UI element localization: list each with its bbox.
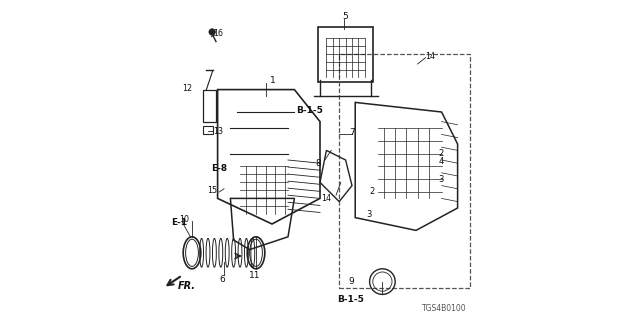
Text: 11: 11 <box>249 271 260 280</box>
Text: 14: 14 <box>321 194 332 203</box>
Bar <box>204 126 214 134</box>
Bar <box>204 90 216 122</box>
Text: 10: 10 <box>179 215 189 224</box>
Text: 9: 9 <box>349 277 355 286</box>
Text: 8: 8 <box>316 159 322 168</box>
Text: 12: 12 <box>182 84 192 92</box>
Text: 3: 3 <box>438 175 444 184</box>
Text: 5: 5 <box>342 12 348 20</box>
Text: 2: 2 <box>438 149 444 158</box>
Text: E-1: E-1 <box>172 218 188 227</box>
Text: 14: 14 <box>426 52 436 60</box>
Text: B-1-5: B-1-5 <box>296 106 323 115</box>
Text: B-1-5: B-1-5 <box>337 295 364 304</box>
Text: E-8: E-8 <box>211 164 227 172</box>
Text: 7: 7 <box>349 128 355 137</box>
Text: 1: 1 <box>270 76 276 84</box>
Bar <box>339 54 470 288</box>
Text: TGS4B0100: TGS4B0100 <box>422 304 467 313</box>
Circle shape <box>209 29 215 35</box>
Text: 4: 4 <box>438 157 444 166</box>
Text: 6: 6 <box>220 276 225 284</box>
Text: 13: 13 <box>212 127 223 136</box>
Text: 16: 16 <box>212 29 223 38</box>
Text: 3: 3 <box>366 210 372 219</box>
Text: 2: 2 <box>370 188 375 196</box>
Text: FR.: FR. <box>178 281 196 292</box>
Text: 15: 15 <box>207 186 218 195</box>
